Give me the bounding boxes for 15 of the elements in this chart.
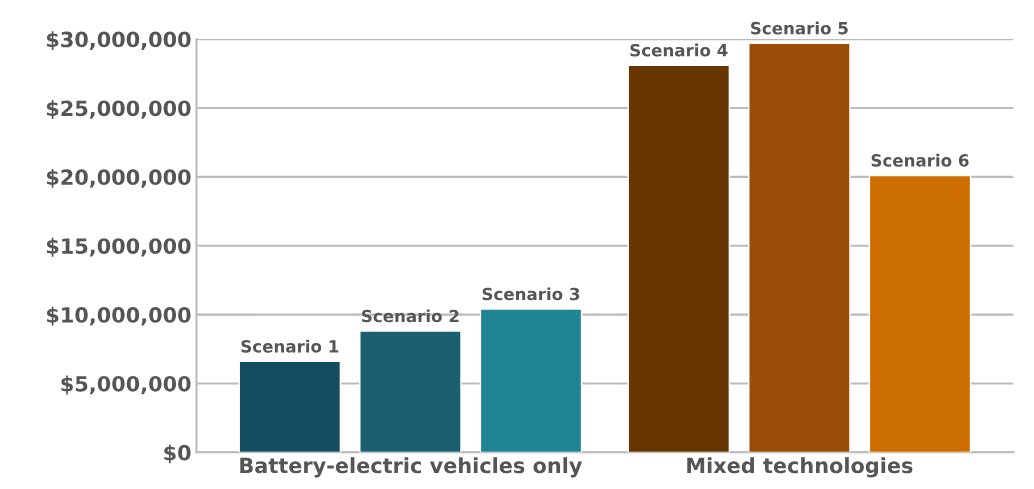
series-label: Scenario 1: [241, 339, 339, 353]
series-label: Scenario 6: [871, 153, 969, 167]
x-tick-label: Battery-electric vehicles only: [240, 457, 583, 478]
y-tick-label: $30,000,000: [46, 31, 191, 51]
y-tick-label: $20,000,000: [46, 168, 191, 188]
y-tick-label: $25,000,000: [46, 100, 191, 119]
y-tick-label: $0: [164, 444, 191, 464]
x-tick-label: Mixed technologies: [687, 457, 913, 478]
series-label: Scenario 2: [362, 309, 459, 323]
y-tick-label: $5,000,000: [61, 375, 191, 395]
series-label: Scenario 5: [751, 21, 848, 35]
series-label: Scenario 4: [630, 43, 728, 57]
y-tick-label: $15,000,000: [46, 237, 191, 257]
y-tick-label: $10,000,000: [46, 306, 191, 326]
series-label: Scenario 3: [482, 287, 580, 301]
